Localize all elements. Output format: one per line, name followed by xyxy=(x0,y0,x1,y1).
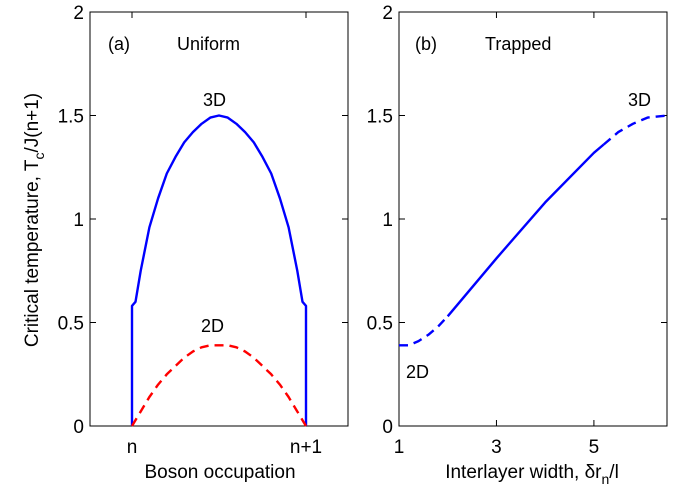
panel-a-annotation-2d: 2D xyxy=(201,316,224,336)
panel-b-ytick-label: 1 xyxy=(382,210,393,231)
panel-b-ytick-label: 0.5 xyxy=(367,314,393,335)
panel-b-ytick-label: 0 xyxy=(382,417,393,438)
panel-b-title: Trapped xyxy=(485,34,551,54)
panel-b-xtick-label: 1 xyxy=(394,437,405,458)
panel-b-frame xyxy=(398,11,668,427)
y-axis-label-sub: c xyxy=(31,153,47,160)
y-axis-label-main: Critical temperature, T xyxy=(22,159,43,347)
panel-a-title: Uniform xyxy=(177,34,240,54)
panel-b-annotation-3d: 3D xyxy=(628,90,651,110)
panel-a-xtick-label: n+1 xyxy=(290,437,322,458)
panel-b-x-tick-labels: 1 3 5 xyxy=(394,437,599,458)
panel-a-series-0-line xyxy=(130,114,308,426)
panel-b-annotation-2d: 2D xyxy=(406,362,429,382)
panel-b-ytick-label: 1.5 xyxy=(367,107,393,128)
y-axis-label-tail: /J(n+1) xyxy=(22,93,43,153)
panel-a-series xyxy=(130,114,308,427)
panel-b-x-axis-label-main: Interlayer width, δr xyxy=(445,462,602,483)
panel-a-xtick-label: n xyxy=(127,437,138,458)
panel-b-series-1-line xyxy=(446,143,605,318)
panel-b-xtick-label: 3 xyxy=(491,437,502,458)
panel-b-x-axis-label-tail: /l xyxy=(609,462,619,483)
panel-a-label: (a) xyxy=(108,34,130,54)
panel-b-x-axis-label: Interlayer width, δrn/l xyxy=(445,462,619,487)
panel-a-ytick-label: 1.5 xyxy=(58,107,84,128)
panel-a-frame xyxy=(89,11,349,427)
panel-b-xtick-label: 5 xyxy=(589,437,600,458)
panel-a-ytick-label: 0.5 xyxy=(58,314,84,335)
panel-b-ticks xyxy=(398,11,667,427)
panel-b-x-axis-label-sub: n xyxy=(602,471,610,487)
panel-a-ticks xyxy=(90,11,348,427)
panel-b-series-2-line xyxy=(602,114,668,146)
panel-b-series xyxy=(399,114,668,347)
panel-a-annotation-3d: 3D xyxy=(203,90,226,110)
panel-b-ytick-label: 2 xyxy=(382,3,393,24)
panel-a-ytick-label: 0 xyxy=(73,417,84,438)
panel-b-series-0-line xyxy=(399,315,449,347)
panel-a-y-tick-labels: 0 0.5 1 1.5 2 xyxy=(58,3,84,438)
panel-a-ytick-label: 2 xyxy=(73,3,84,24)
panel-a-ytick-label: 1 xyxy=(73,210,84,231)
panel-a-series-1-line xyxy=(130,344,308,427)
panel-b-trapped: 0 0.5 1 1.5 2 1 3 5 (b) Trapped 3D 2D Interlay… xyxy=(367,3,668,487)
panel-b-y-tick-labels: 0 0.5 1 1.5 2 xyxy=(367,3,393,438)
y-axis-label: Critical temperature, Tc/J(n+1) xyxy=(22,93,47,347)
panel-a-uniform: 0 0.5 1 1.5 2 n n+1 (a) Uniform 3D 2D Boson o… xyxy=(58,3,349,483)
panel-a-x-tick-labels: n n+1 xyxy=(127,437,322,458)
panel-b-label: (b) xyxy=(415,34,437,54)
panel-a-x-axis-label: Boson occupation xyxy=(144,462,295,483)
